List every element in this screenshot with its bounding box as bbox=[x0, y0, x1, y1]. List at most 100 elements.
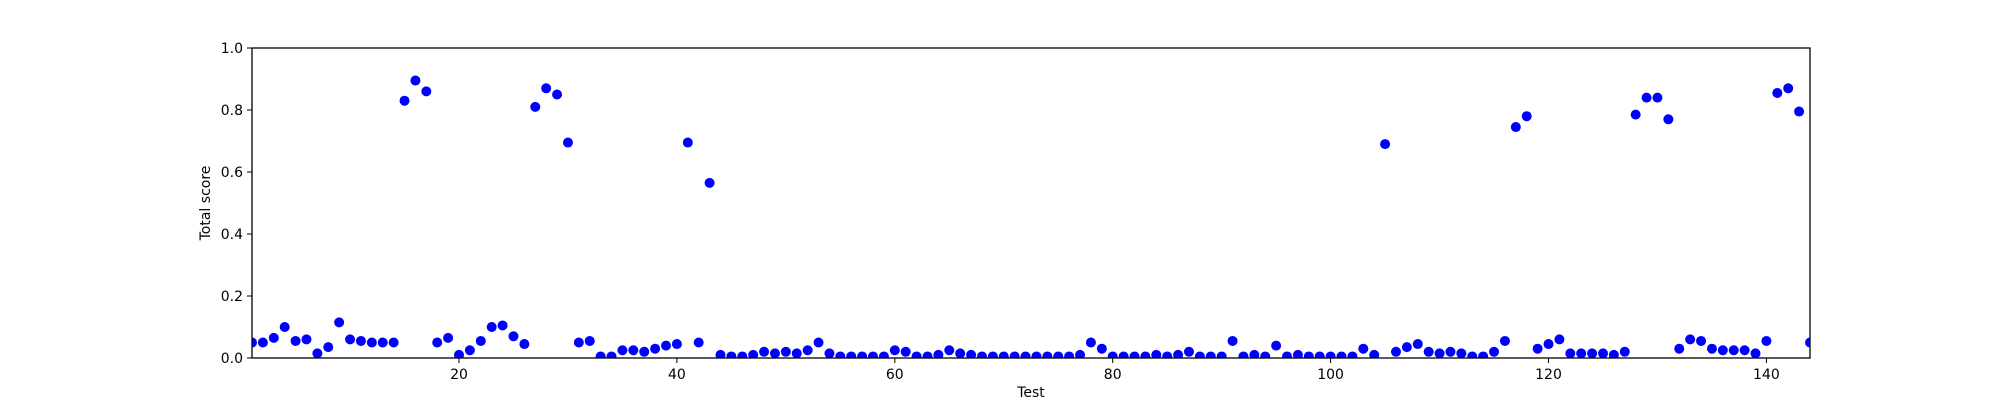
data-point bbox=[1510, 122, 1521, 133]
y-tick-label: 0.2 bbox=[221, 289, 243, 305]
data-point bbox=[301, 334, 312, 345]
data-point bbox=[813, 337, 824, 348]
data-point bbox=[1282, 351, 1293, 358]
data-point bbox=[726, 351, 737, 358]
data-point bbox=[1401, 342, 1412, 353]
data-point bbox=[421, 86, 432, 97]
data-point bbox=[780, 346, 791, 357]
data-point bbox=[966, 349, 977, 358]
data-point bbox=[998, 351, 1009, 358]
data-point bbox=[366, 337, 377, 348]
data-point bbox=[606, 351, 617, 358]
data-point bbox=[279, 322, 290, 332]
data-point bbox=[759, 346, 770, 357]
data-point bbox=[976, 351, 987, 358]
data-point bbox=[617, 345, 628, 356]
data-point bbox=[1674, 343, 1685, 354]
data-point bbox=[1173, 349, 1184, 358]
x-tick-label: 80 bbox=[1104, 367, 1122, 383]
data-point bbox=[835, 351, 846, 358]
data-point bbox=[552, 89, 563, 100]
data-point bbox=[432, 337, 443, 348]
data-point bbox=[345, 334, 356, 345]
data-point bbox=[1717, 345, 1728, 356]
data-point bbox=[519, 339, 530, 350]
data-point bbox=[661, 340, 672, 351]
data-point bbox=[1783, 83, 1794, 94]
data-point bbox=[1314, 351, 1325, 358]
data-point bbox=[1805, 337, 1810, 348]
data-point bbox=[671, 339, 682, 350]
data-point bbox=[1390, 346, 1401, 357]
data-point bbox=[791, 348, 802, 358]
data-point bbox=[1107, 351, 1118, 358]
data-point bbox=[1587, 348, 1598, 358]
data-point bbox=[334, 317, 345, 328]
data-point bbox=[911, 351, 922, 358]
data-point bbox=[1096, 343, 1107, 354]
y-tick-label: 0.4 bbox=[221, 227, 243, 243]
data-point bbox=[388, 337, 399, 348]
data-point bbox=[1499, 335, 1510, 346]
x-tick-label: 120 bbox=[1535, 367, 1562, 383]
data-point bbox=[1358, 343, 1369, 354]
data-point bbox=[454, 349, 465, 358]
data-point bbox=[464, 345, 475, 356]
data-point bbox=[1118, 351, 1129, 358]
y-tick-label: 0.6 bbox=[221, 165, 243, 181]
data-point bbox=[323, 342, 334, 353]
data-point bbox=[1064, 351, 1075, 358]
data-point bbox=[1619, 346, 1630, 357]
data-point bbox=[1380, 139, 1391, 150]
data-point bbox=[868, 351, 879, 358]
data-point bbox=[846, 351, 857, 358]
data-point bbox=[693, 337, 704, 348]
data-point bbox=[1630, 109, 1641, 120]
data-point bbox=[955, 348, 966, 358]
data-point bbox=[1292, 349, 1303, 358]
data-points bbox=[252, 75, 1810, 358]
data-point bbox=[1085, 337, 1096, 348]
data-point bbox=[889, 345, 900, 356]
data-point bbox=[486, 322, 497, 332]
x-tick-label: 100 bbox=[1317, 367, 1344, 383]
data-point bbox=[1750, 348, 1761, 358]
data-point bbox=[1728, 345, 1739, 356]
data-point bbox=[475, 335, 486, 346]
data-point bbox=[1347, 351, 1358, 358]
data-point bbox=[1434, 348, 1445, 358]
data-point bbox=[1543, 339, 1554, 350]
y-tick-label: 0.8 bbox=[221, 103, 243, 119]
data-point bbox=[1412, 339, 1423, 350]
data-point bbox=[1696, 335, 1707, 346]
data-point bbox=[1205, 351, 1216, 358]
data-point bbox=[573, 337, 584, 348]
data-point bbox=[410, 75, 421, 86]
data-point bbox=[1303, 351, 1314, 358]
data-point bbox=[595, 351, 606, 358]
data-point bbox=[1652, 92, 1663, 103]
data-point bbox=[878, 351, 889, 358]
y-tick-label: 0.0 bbox=[221, 351, 243, 367]
data-point bbox=[377, 337, 388, 348]
data-point bbox=[857, 351, 868, 358]
data-point bbox=[268, 332, 279, 343]
data-point bbox=[704, 177, 715, 188]
data-point bbox=[824, 348, 835, 358]
data-point bbox=[1369, 349, 1380, 358]
data-point bbox=[1336, 351, 1347, 358]
data-point bbox=[1467, 351, 1478, 358]
data-point bbox=[748, 349, 759, 358]
data-point bbox=[1576, 348, 1587, 358]
x-tick-label: 140 bbox=[1753, 367, 1780, 383]
data-point bbox=[944, 345, 955, 356]
data-point bbox=[399, 95, 410, 106]
data-point bbox=[933, 349, 944, 358]
x-tick-label: 20 bbox=[450, 367, 468, 383]
data-point bbox=[1053, 351, 1064, 358]
data-point bbox=[257, 337, 268, 348]
data-point bbox=[1075, 349, 1086, 358]
data-point bbox=[1489, 346, 1500, 357]
data-point bbox=[1423, 346, 1434, 357]
